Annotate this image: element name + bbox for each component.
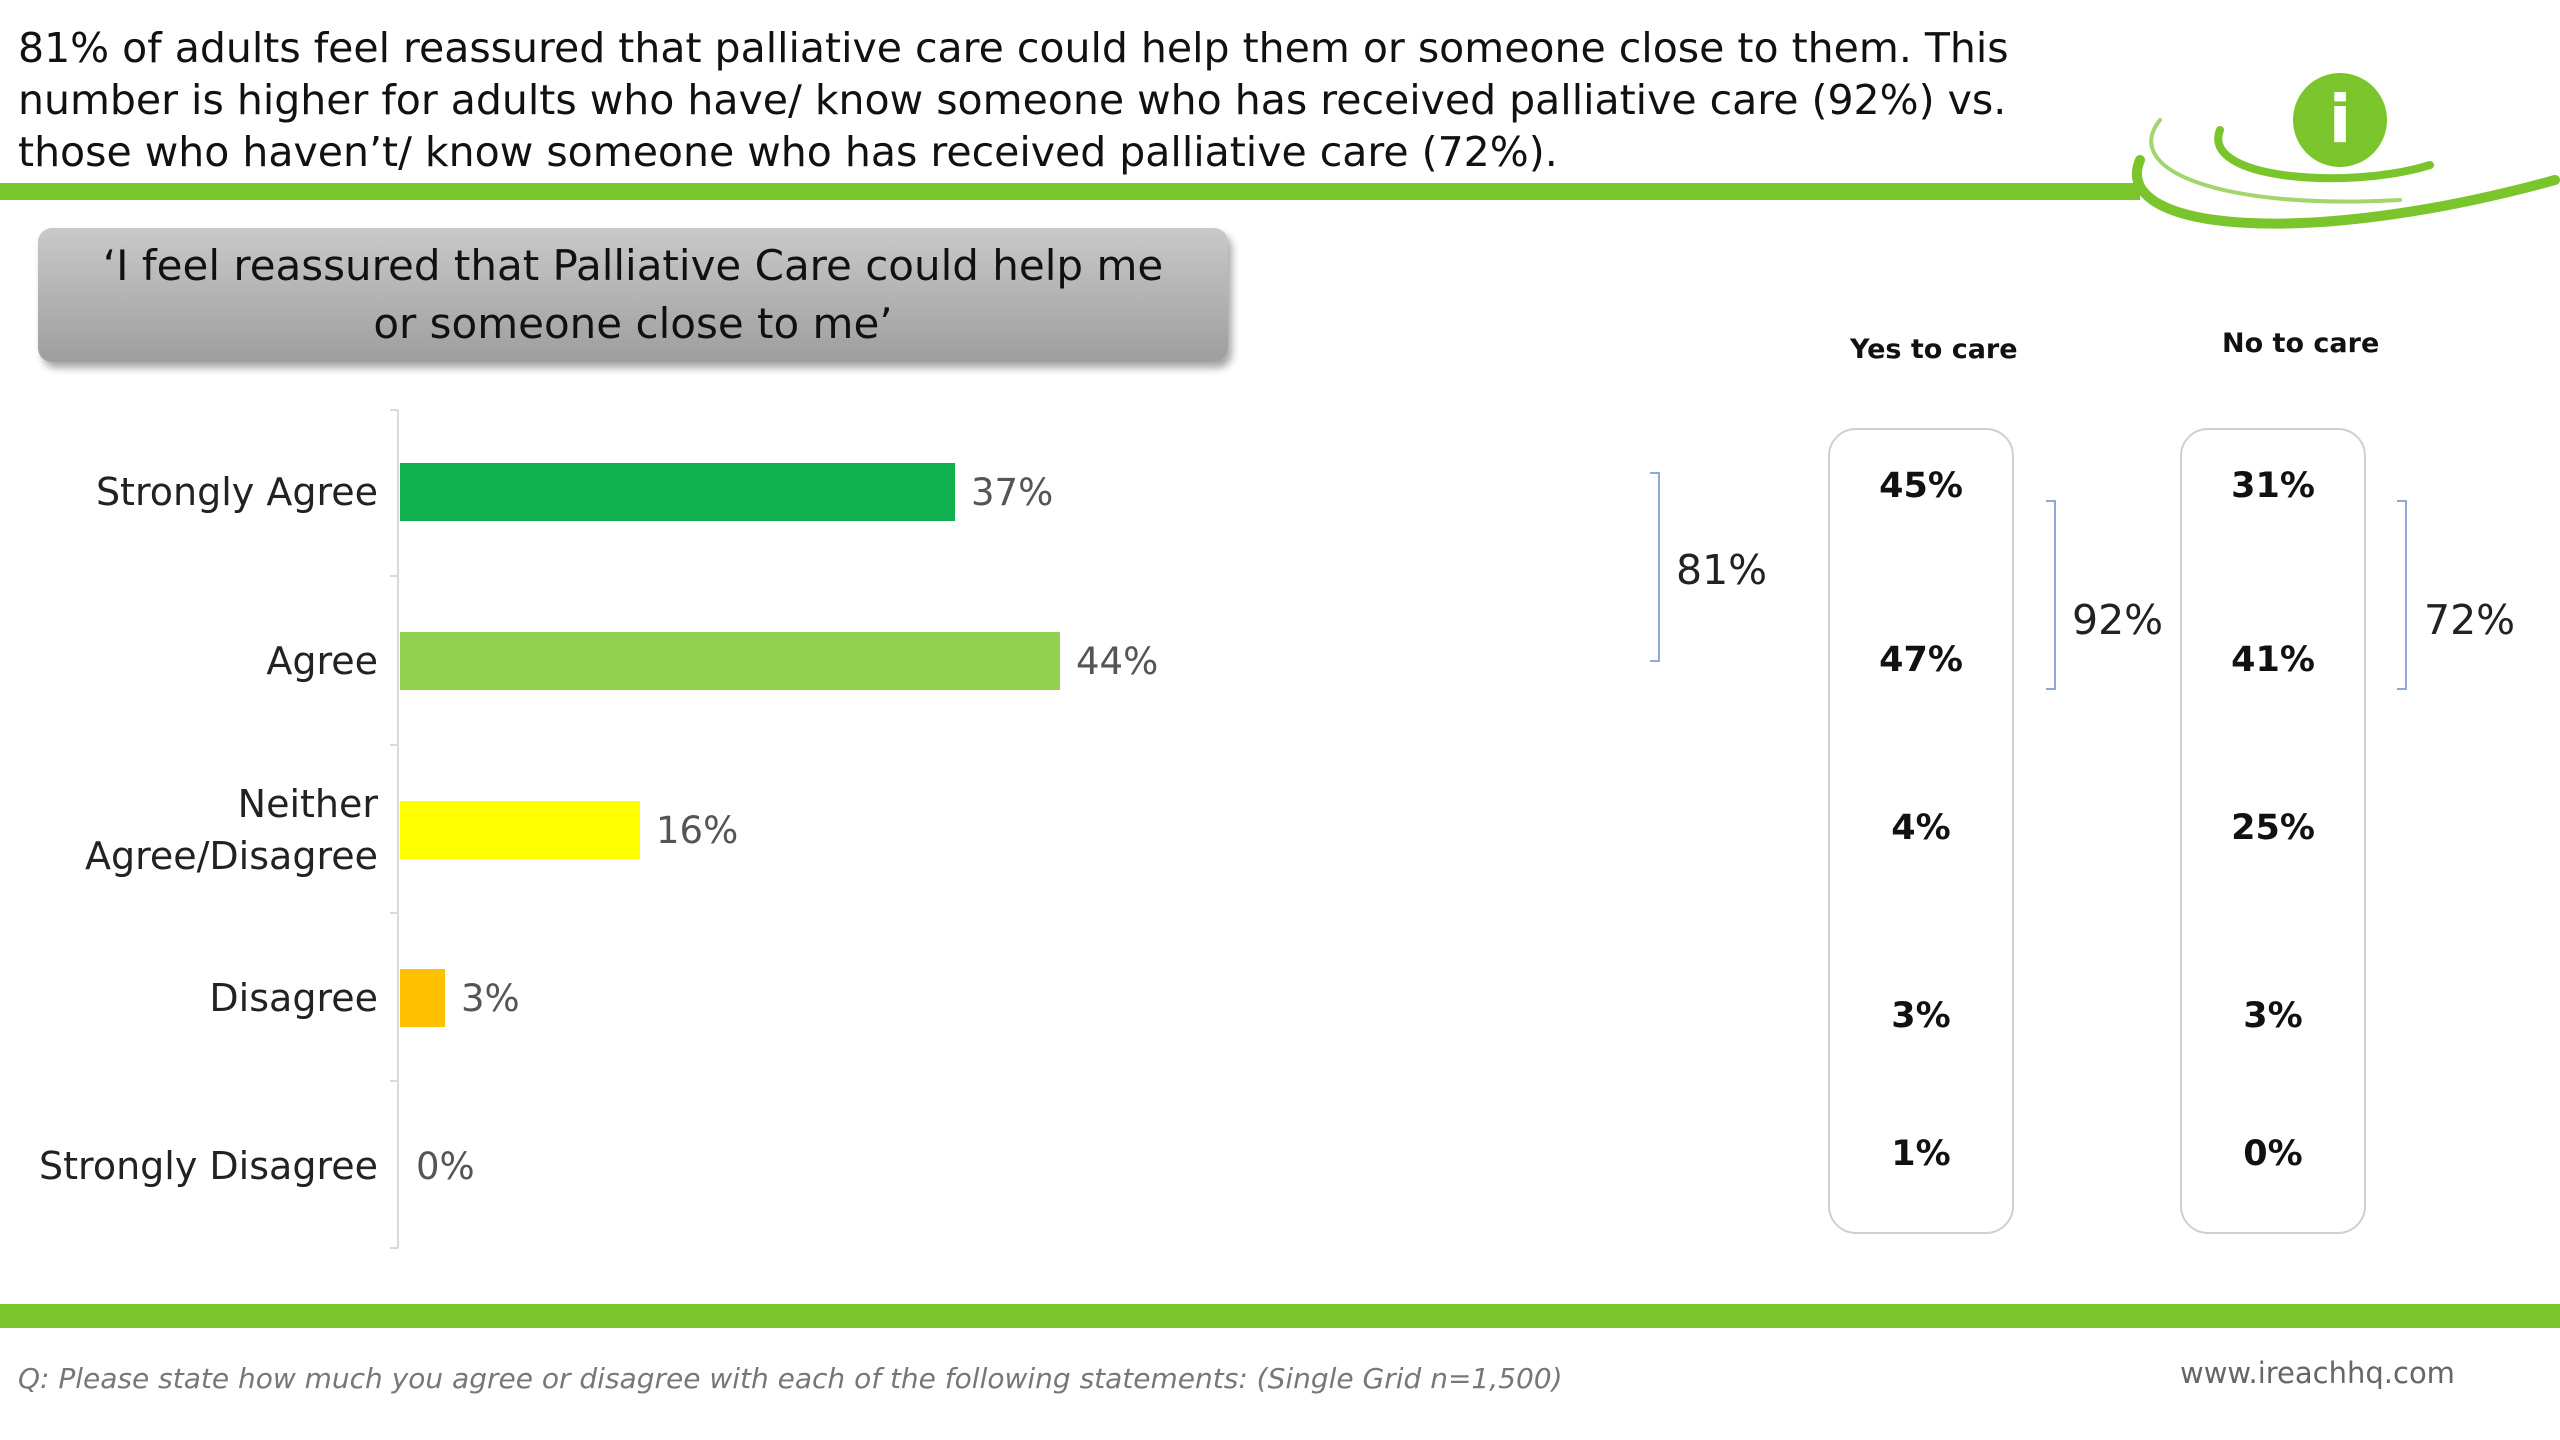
category-label: Neither [238,782,379,826]
bar-value-label: 3% [461,977,520,1020]
info-icon: i [2293,73,2387,167]
bar-value-label: 37% [971,471,1053,514]
no-to-care-value: 31% [2231,466,2315,506]
no-agree-label: 72% [2424,596,2516,644]
no-to-care-box [2180,428,2366,1234]
total-agree-label: 81% [1676,546,1768,594]
bar-1 [400,632,1060,690]
yes-to-care-box [1828,428,2014,1234]
yes-to-care-value: 47% [1879,640,1963,680]
bar-3 [400,969,445,1027]
no-to-care-value: 41% [2231,640,2315,680]
bar-value-label: 0% [416,1145,475,1188]
question-footnote: Q: Please state how much you agree or di… [18,1362,1563,1395]
no-to-care-header: No to care [2222,328,2380,359]
bottom-divider [0,1304,2560,1328]
yes-agree-label: 92% [2072,596,2164,644]
bar-value-label: 16% [656,809,738,852]
yes-to-care-header: Yes to care [1850,334,2018,365]
category-label: Strongly Disagree [39,1144,378,1188]
top-divider [0,183,2140,200]
total-agree-bracket [1650,472,1660,662]
headline: 81% of adults feel reassured that pallia… [18,24,2009,176]
bar-0 [400,463,955,521]
no-agree-bracket [2397,500,2407,690]
bar-value-label: 44% [1076,640,1158,683]
ireach-logo: i [2131,73,2560,229]
yes-to-care-value: 45% [1879,466,1963,506]
no-to-care-value: 25% [2231,808,2315,848]
category-label: Strongly Agree [96,470,378,514]
bar-chart: 37% Strongly Agree 44% Agree 16% Neither Agree… [39,409,1158,1249]
website-link[interactable]: www.ireachhq.com [2180,1356,2455,1390]
quote-text: ‘I feel reassured that Palliative Care c… [102,241,1164,348]
category-label: Agree [266,639,378,683]
no-to-care-value: 0% [2243,1134,2303,1174]
yes-to-care-value: 3% [1891,996,1951,1036]
category-label: Agree/Disagree [85,834,378,878]
yes-agree-bracket [2046,500,2056,690]
bar-2 [400,801,640,859]
yes-to-care-value: 1% [1891,1134,1951,1174]
category-label: Disagree [209,976,378,1020]
yes-to-care-value: 4% [1891,808,1951,848]
svg-text:i: i [2329,81,2352,158]
no-to-care-value: 3% [2243,996,2303,1036]
quote-box: ‘I feel reassured that Palliative Care c… [38,228,1228,362]
